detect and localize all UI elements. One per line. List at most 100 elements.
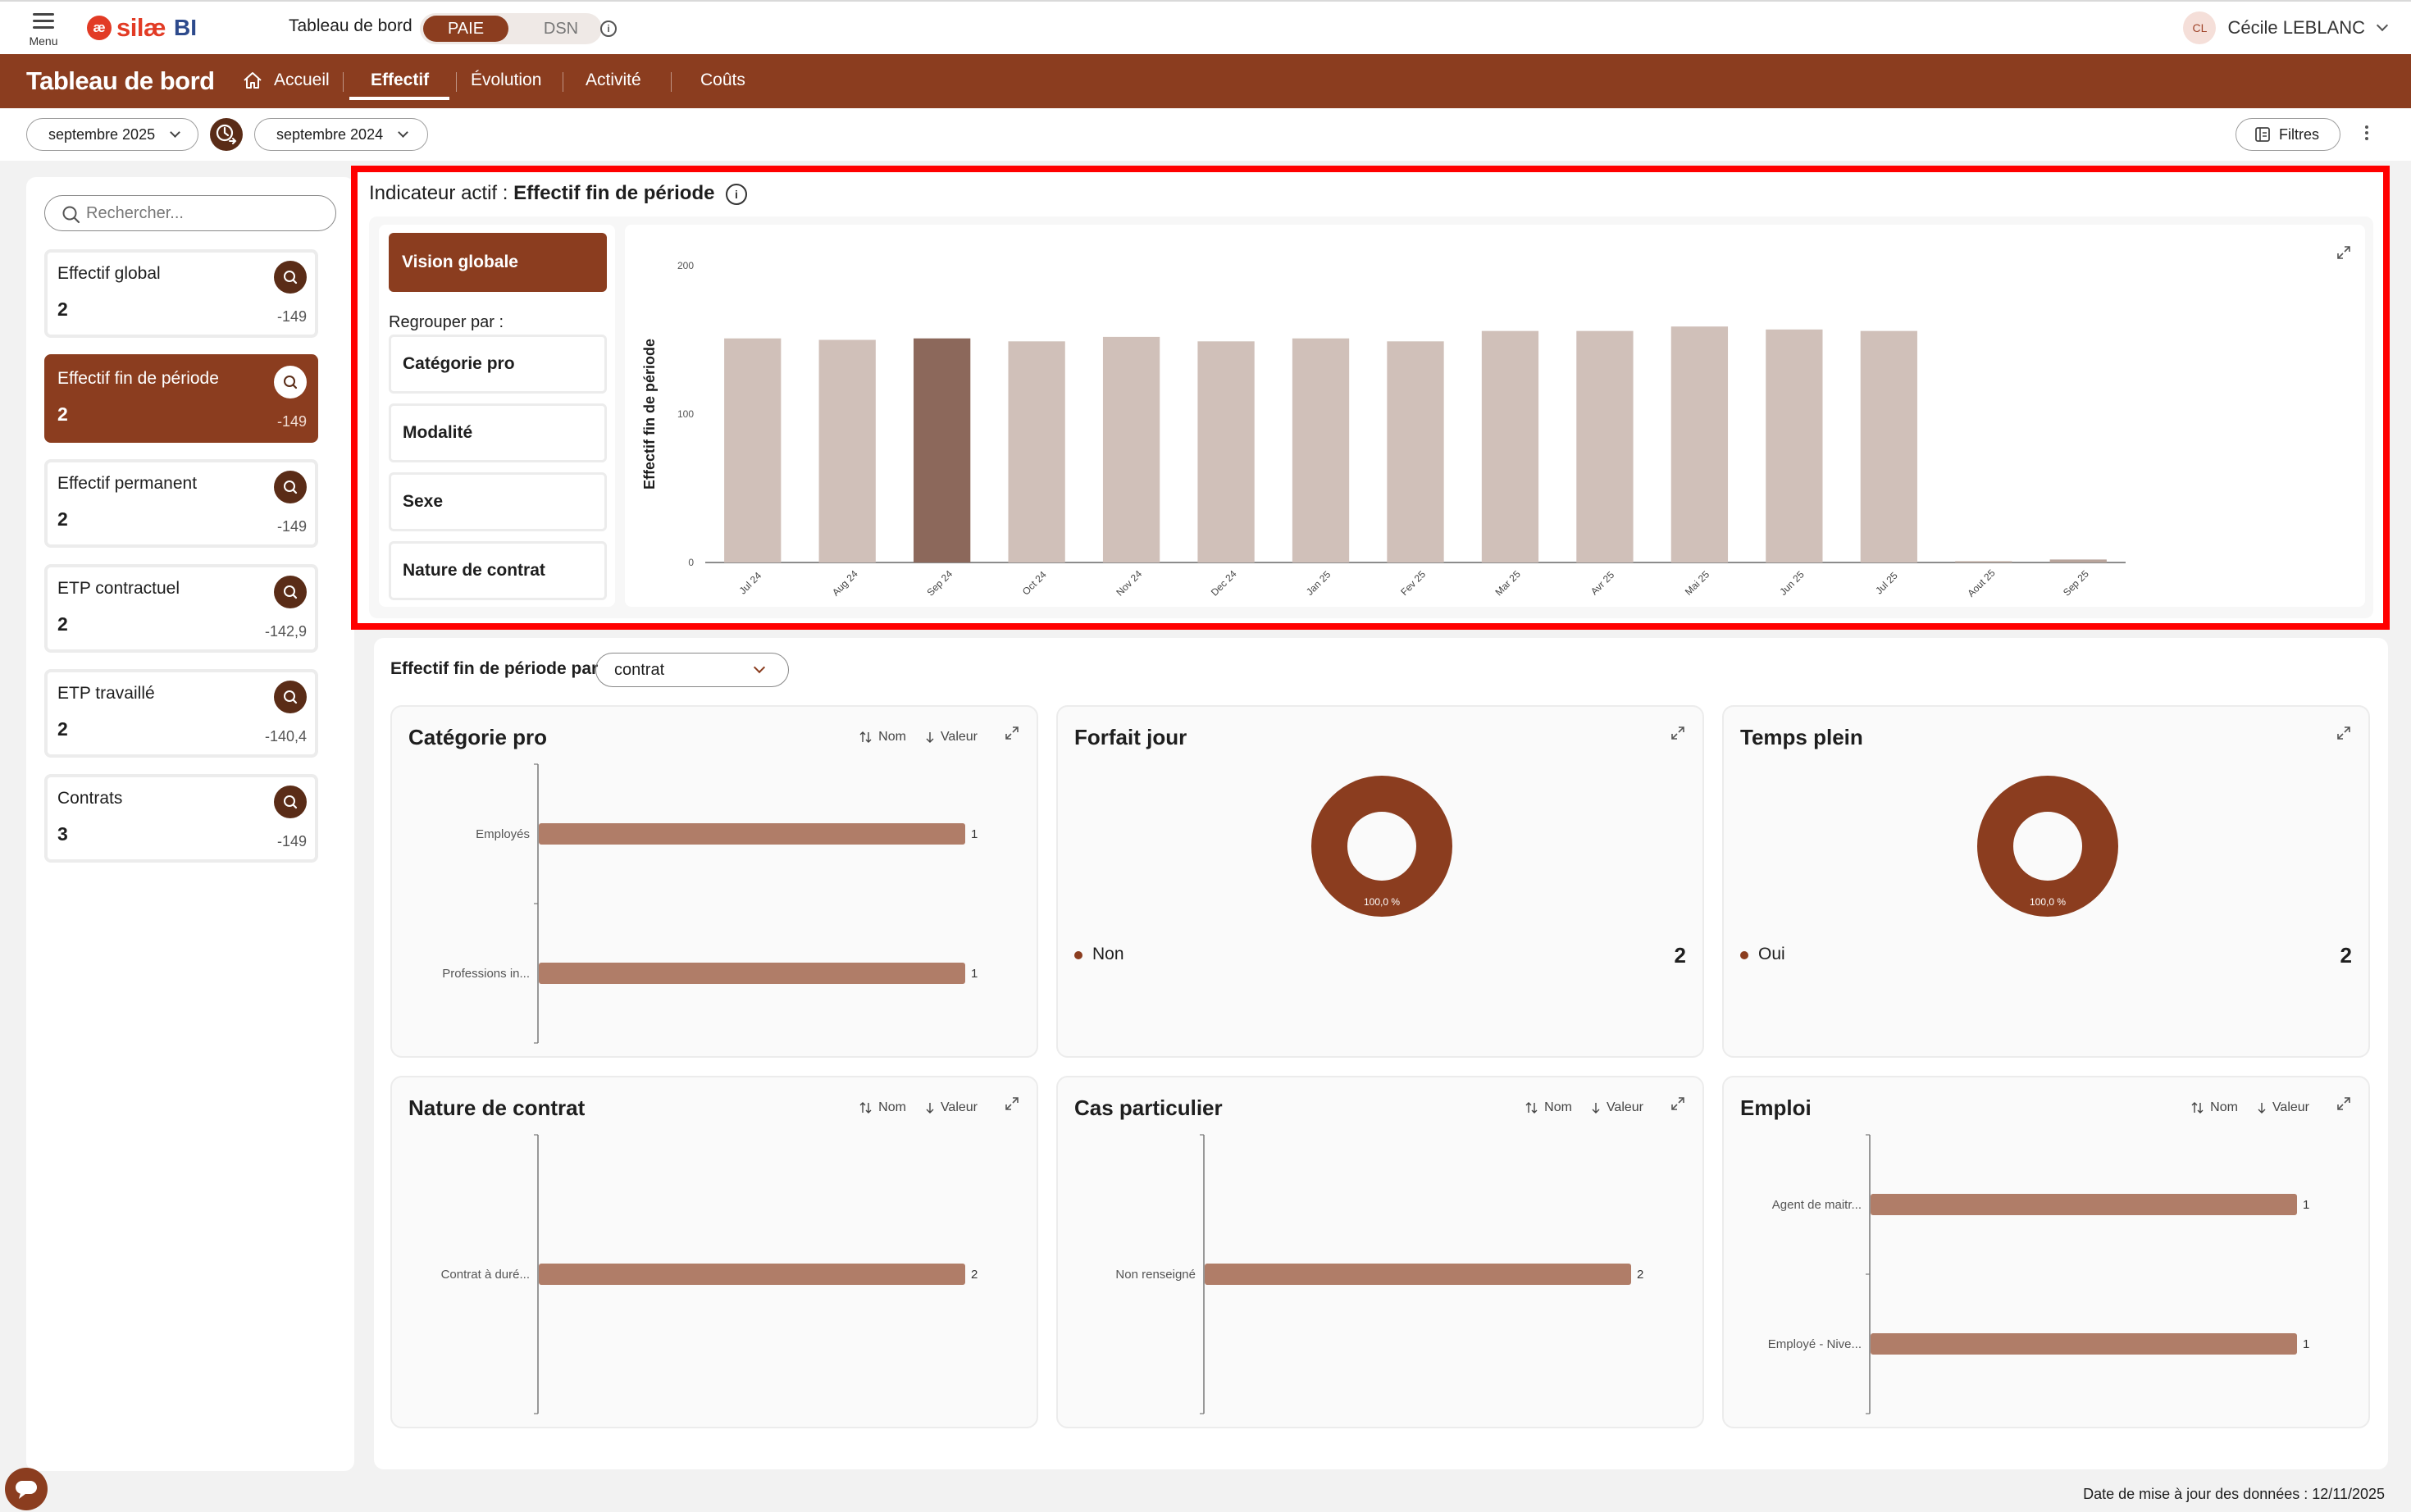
kpi-detail-button[interactable] (274, 576, 307, 608)
hbar[interactable] (539, 823, 965, 845)
mode-toggle[interactable]: PAIE DSN (420, 13, 602, 44)
chart-bar[interactable] (818, 339, 876, 563)
hbar[interactable] (1871, 1194, 2297, 1215)
chat-button[interactable] (5, 1468, 48, 1510)
chart-bar[interactable] (1670, 326, 1729, 562)
hbar[interactable] (539, 1264, 965, 1285)
nav-divider (456, 72, 457, 92)
sort-by-name-button[interactable]: Nom (859, 730, 906, 745)
chart-bar[interactable] (1387, 341, 1444, 562)
sort-by-value-button[interactable]: Valeur (924, 730, 978, 745)
group-modalite-button[interactable]: Modalité (389, 403, 607, 462)
hbar[interactable] (1871, 1333, 2297, 1355)
filters-button[interactable]: Filtres (2236, 118, 2340, 151)
sort-by-name-button[interactable]: Nom (1525, 1100, 1572, 1115)
chart-bar[interactable] (1860, 330, 1917, 562)
sort-by-value-button[interactable]: Valeur (1590, 1100, 1643, 1115)
chart-bar[interactable] (1197, 341, 1255, 562)
kpi-card[interactable]: Effectif global 2 -149 (44, 249, 318, 338)
kpi-card[interactable]: Effectif permanent 2 -149 (44, 459, 318, 548)
chart-bar[interactable] (1955, 561, 2012, 563)
hbar-value: 1 (971, 827, 978, 841)
sort-by-value-button[interactable]: Valeur (2256, 1100, 2309, 1115)
more-options-icon[interactable] (2363, 123, 2370, 146)
current-period-select[interactable]: septembre 2025 (26, 118, 198, 151)
filter-panel-icon (2255, 127, 2270, 142)
compare-period-select[interactable]: septembre 2024 (254, 118, 428, 151)
x-tick-label: Sep 25 (2061, 568, 2091, 599)
kpi-card[interactable]: Contrats 3 -149 (44, 774, 318, 863)
expand-icon[interactable] (1004, 1095, 1020, 1112)
data-update-date: Date de mise à jour des données : 12/11/… (2083, 1486, 2385, 1502)
info-icon[interactable]: i (726, 184, 747, 205)
group-nature-contrat-button[interactable]: Nature de contrat (389, 541, 607, 600)
expand-icon[interactable] (1670, 725, 1686, 741)
search-input[interactable]: Rechercher... (44, 195, 336, 231)
kpi-detail-button[interactable] (274, 471, 307, 503)
breakdown-card: Emploi Nom Valeur Agent de maitr... 1 Employé… (1722, 1076, 2370, 1428)
dashboard-label: Tableau de bord (289, 16, 412, 35)
chart-bar[interactable] (1481, 330, 1539, 562)
expand-icon[interactable] (1670, 1095, 1686, 1112)
sort-by-name-button[interactable]: Nom (2190, 1100, 2238, 1115)
hbar-value: 2 (971, 1268, 978, 1282)
donut-slice[interactable] (1311, 776, 1452, 917)
chart-bar[interactable] (1766, 329, 1823, 562)
kpi-delta: -149 (276, 833, 307, 849)
chart-bar[interactable] (1292, 338, 1350, 562)
group-categorie-pro-button[interactable]: Catégorie pro (389, 335, 607, 394)
hbar[interactable] (1205, 1264, 1631, 1285)
current-period-value: septembre 2025 (48, 125, 156, 143)
kpi-name: Contrats (57, 789, 123, 808)
tab-accueil[interactable]: Accueil (274, 71, 330, 89)
hbar-value: 2 (1637, 1268, 1643, 1282)
hbar-label: Professions in... (442, 967, 530, 981)
kpi-card[interactable]: Effectif fin de période 2 -149 (44, 354, 318, 443)
donut-slice[interactable] (1977, 776, 2118, 917)
group-sexe-button[interactable]: Sexe (389, 472, 607, 531)
expand-icon[interactable] (2336, 1095, 2352, 1112)
kpi-detail-button[interactable] (274, 261, 307, 294)
compare-period-button[interactable] (210, 118, 243, 151)
mode-dsn-button[interactable]: DSN (543, 19, 579, 38)
tab-couts[interactable]: Coûts (700, 71, 745, 89)
tab-evolution[interactable]: Évolution (471, 71, 542, 89)
search-icon (284, 690, 298, 704)
mode-paie-button[interactable]: PAIE (423, 16, 508, 42)
tab-activite[interactable]: Activité (586, 71, 641, 89)
chart-bar[interactable] (1008, 341, 1065, 562)
expand-icon[interactable] (1004, 725, 1020, 741)
kpi-value: 2 (57, 298, 68, 320)
hbar-label: Non renseigné (1115, 1268, 1196, 1282)
silae-logo[interactable]: æ silæ BI (87, 11, 197, 44)
breakdown-card: Temps plein 100,0 % Oui 2 (1722, 705, 2370, 1058)
user-menu[interactable]: CL Cécile LEBLANC (2183, 11, 2389, 44)
kpi-card[interactable]: ETP travaillé 2 -140,4 (44, 669, 318, 758)
y-tick-label: 100 (677, 408, 694, 420)
chart-bar[interactable] (1102, 336, 1160, 562)
breakdown-select[interactable]: contrat (595, 653, 789, 687)
legend-dot (1074, 951, 1082, 959)
hbar[interactable] (539, 963, 965, 984)
chart-bar[interactable] (2049, 559, 2107, 562)
sort-by-value-button[interactable]: Valeur (924, 1100, 978, 1115)
search-icon (284, 480, 298, 494)
kpi-detail-button[interactable] (274, 786, 307, 818)
kpi-detail-button[interactable] (274, 366, 307, 398)
nav-divider (343, 72, 344, 92)
kpi-detail-button[interactable] (274, 681, 307, 713)
sort-value-label: Valeur (2272, 1100, 2309, 1114)
chart-svg: Effectif fin de période 0 100 200 Jul 24 Aug … (641, 260, 2126, 599)
vision-globale-button[interactable]: Vision globale (389, 233, 607, 292)
nav-divider (671, 72, 672, 92)
expand-icon[interactable] (2336, 725, 2352, 741)
tab-effectif[interactable]: Effectif (371, 71, 430, 89)
menu-button[interactable]: Menu (25, 10, 62, 49)
sort-by-name-button[interactable]: Nom (859, 1100, 906, 1115)
chart-bar[interactable] (724, 338, 782, 562)
kpi-card[interactable]: ETP contractuel 2 -142,9 (44, 564, 318, 653)
chart-bar[interactable] (914, 338, 971, 562)
chart-bar[interactable] (1576, 330, 1634, 562)
expand-icon[interactable] (2336, 244, 2352, 261)
info-icon[interactable]: i (600, 20, 617, 37)
